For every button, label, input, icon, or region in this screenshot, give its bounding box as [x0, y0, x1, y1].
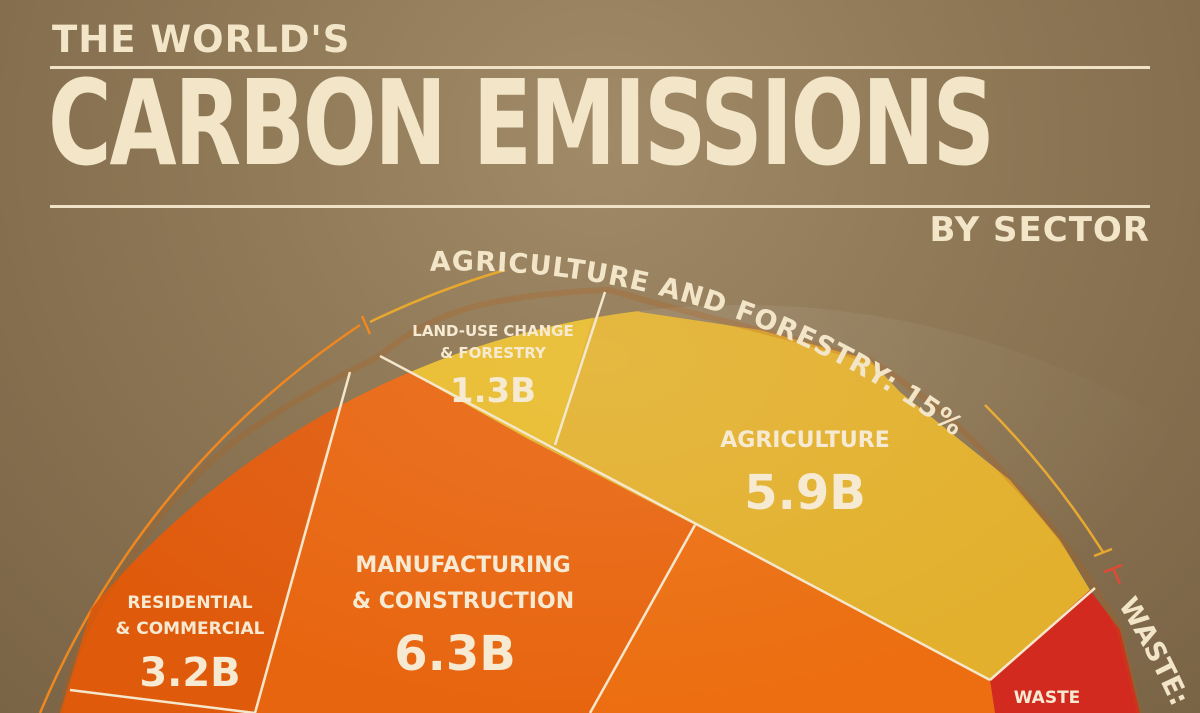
header-kicker: THE WORLD'S [52, 18, 351, 61]
agriculture-label: AGRICULTURE [720, 428, 889, 453]
manufacturing-label-2: & CONSTRUCTION [352, 589, 574, 614]
land-use-label-2: & FORESTRY [440, 344, 547, 362]
residential-value: 3.2B [139, 650, 240, 696]
header-rule-bottom [50, 205, 1150, 208]
land-use-label-1: LAND-USE CHANGE [412, 322, 573, 340]
divider-landuse [553, 291, 607, 446]
divider-bottom-left [69, 688, 256, 713]
manufacturing-value: 6.3B [394, 626, 516, 682]
energy-bracket-tick [360, 315, 372, 335]
header-rule-top [50, 66, 1150, 69]
divider-waste [989, 587, 1096, 681]
divider-residential [253, 371, 352, 713]
agriculture-value: 5.9B [744, 465, 866, 521]
divider-main [379, 354, 991, 682]
land-use-value: 1.3B [450, 371, 536, 411]
header-subtitle: BY SECTOR [929, 210, 1150, 250]
residential-label-2: & COMMERCIAL [116, 619, 265, 639]
residential-label-1: RESIDENTIAL [127, 593, 252, 613]
page-title: CARBON EMISSIONS [48, 54, 995, 192]
divider-manufacturing [588, 524, 697, 713]
cloud-edge [57, 286, 1143, 713]
manufacturing-label-1: MANUFACTURING [355, 553, 570, 578]
waste-segment-label: WASTE [1014, 688, 1081, 708]
agriculture-bracket-arc [369, 268, 506, 324]
